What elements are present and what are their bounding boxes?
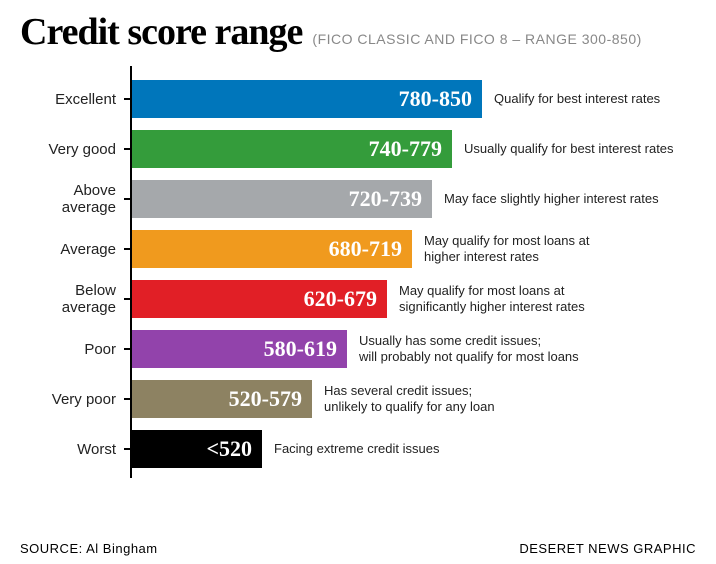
description: May qualify for most loans at higher int… xyxy=(424,233,589,266)
range-value: 680-719 xyxy=(329,236,402,262)
range-value: 740-779 xyxy=(369,136,442,162)
category-label: Excellent xyxy=(20,91,120,108)
bar: 520-579 xyxy=(132,380,312,418)
chart-row: Above average 720-739 May face slightly hi… xyxy=(20,174,696,224)
category-label: Above average xyxy=(20,182,120,216)
range-value: 720-739 xyxy=(349,186,422,212)
chart-row: Very good 740-779 Usually qualify for best… xyxy=(20,124,696,174)
credit-score-chart: Excellent 780-850 Qualify for best interes… xyxy=(20,74,696,474)
category-label: Very poor xyxy=(20,391,120,408)
chart-subtitle: (FICO CLASSIC AND FICO 8 – RANGE 300-850… xyxy=(312,31,641,47)
bar: 720-739 xyxy=(132,180,432,218)
bar-wrap: 580-619 xyxy=(132,330,347,368)
description: Has several credit issues; unlikely to q… xyxy=(324,383,495,416)
bar-wrap: 720-739 xyxy=(132,180,432,218)
range-value: 620-679 xyxy=(304,286,377,312)
chart-title: Credit score range xyxy=(20,10,302,54)
bar: 780-850 xyxy=(132,80,482,118)
bar-wrap: 620-679 xyxy=(132,280,387,318)
chart-row: Below average 620-679 May qualify for most… xyxy=(20,274,696,324)
header: Credit score range (FICO CLASSIC AND FIC… xyxy=(20,10,696,54)
footer: SOURCE: Al Bingham DESERET NEWS GRAPHIC xyxy=(0,541,716,556)
bar: 740-779 xyxy=(132,130,452,168)
chart-row: Worst <520 Facing extreme credit issues xyxy=(20,424,696,474)
description: Facing extreme credit issues xyxy=(274,441,439,457)
chart-row: Excellent 780-850 Qualify for best interes… xyxy=(20,74,696,124)
bar-wrap: <520 xyxy=(132,430,262,468)
range-value: 780-850 xyxy=(399,86,472,112)
bar: 680-719 xyxy=(132,230,412,268)
category-label: Below average xyxy=(20,282,120,316)
description: Usually qualify for best interest rates xyxy=(464,141,674,157)
bar: 620-679 xyxy=(132,280,387,318)
category-label: Poor xyxy=(20,341,120,358)
category-label: Worst xyxy=(20,441,120,458)
source-text: SOURCE: Al Bingham xyxy=(20,541,158,556)
range-value: <520 xyxy=(206,436,252,462)
bar: <520 xyxy=(132,430,262,468)
chart-row: Average 680-719 May qualify for most loans… xyxy=(20,224,696,274)
bar-wrap: 740-779 xyxy=(132,130,452,168)
description: May face slightly higher interest rates xyxy=(444,191,659,207)
range-value: 520-579 xyxy=(229,386,302,412)
description: Qualify for best interest rates xyxy=(494,91,660,107)
chart-row: Poor 580-619 Usually has some credit issue… xyxy=(20,324,696,374)
credit-text: DESERET NEWS GRAPHIC xyxy=(519,541,696,556)
bar-wrap: 680-719 xyxy=(132,230,412,268)
bar-wrap: 520-579 xyxy=(132,380,312,418)
range-value: 580-619 xyxy=(264,336,337,362)
category-label: Average xyxy=(20,241,120,258)
bar: 580-619 xyxy=(132,330,347,368)
description: May qualify for most loans at significan… xyxy=(399,283,585,316)
category-label: Very good xyxy=(20,141,120,158)
chart-row: Very poor 520-579 Has several credit issue… xyxy=(20,374,696,424)
bar-wrap: 780-850 xyxy=(132,80,482,118)
description: Usually has some credit issues; will pro… xyxy=(359,333,579,366)
